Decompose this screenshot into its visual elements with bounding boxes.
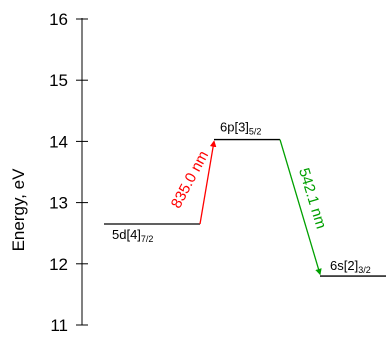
level-label-6p3: 6p[3]5/2	[220, 120, 261, 137]
y-tick-label-11: 11	[50, 316, 68, 335]
y-tick-label-14: 14	[49, 132, 68, 151]
y-tick-label-16: 16	[49, 10, 68, 29]
y-axis-ticks	[76, 18, 88, 326]
transition-label-835nm: 835.0 nm	[168, 148, 212, 211]
transition-arrow-835nm	[199, 140, 217, 225]
y-tick-label-13: 13	[49, 194, 68, 213]
level-label-6s2: 6s[2]3/2	[330, 258, 371, 275]
y-tick-label-12: 12	[49, 255, 68, 274]
y-axis-label: Energy, eV	[9, 168, 28, 252]
level-label-5d4: 5d[4]7/2	[112, 227, 153, 244]
transition-arrow-542nm	[279, 139, 322, 276]
y-tick-label-15: 15	[49, 71, 68, 90]
transition-label-542nm: 542.1 nm	[295, 166, 330, 231]
